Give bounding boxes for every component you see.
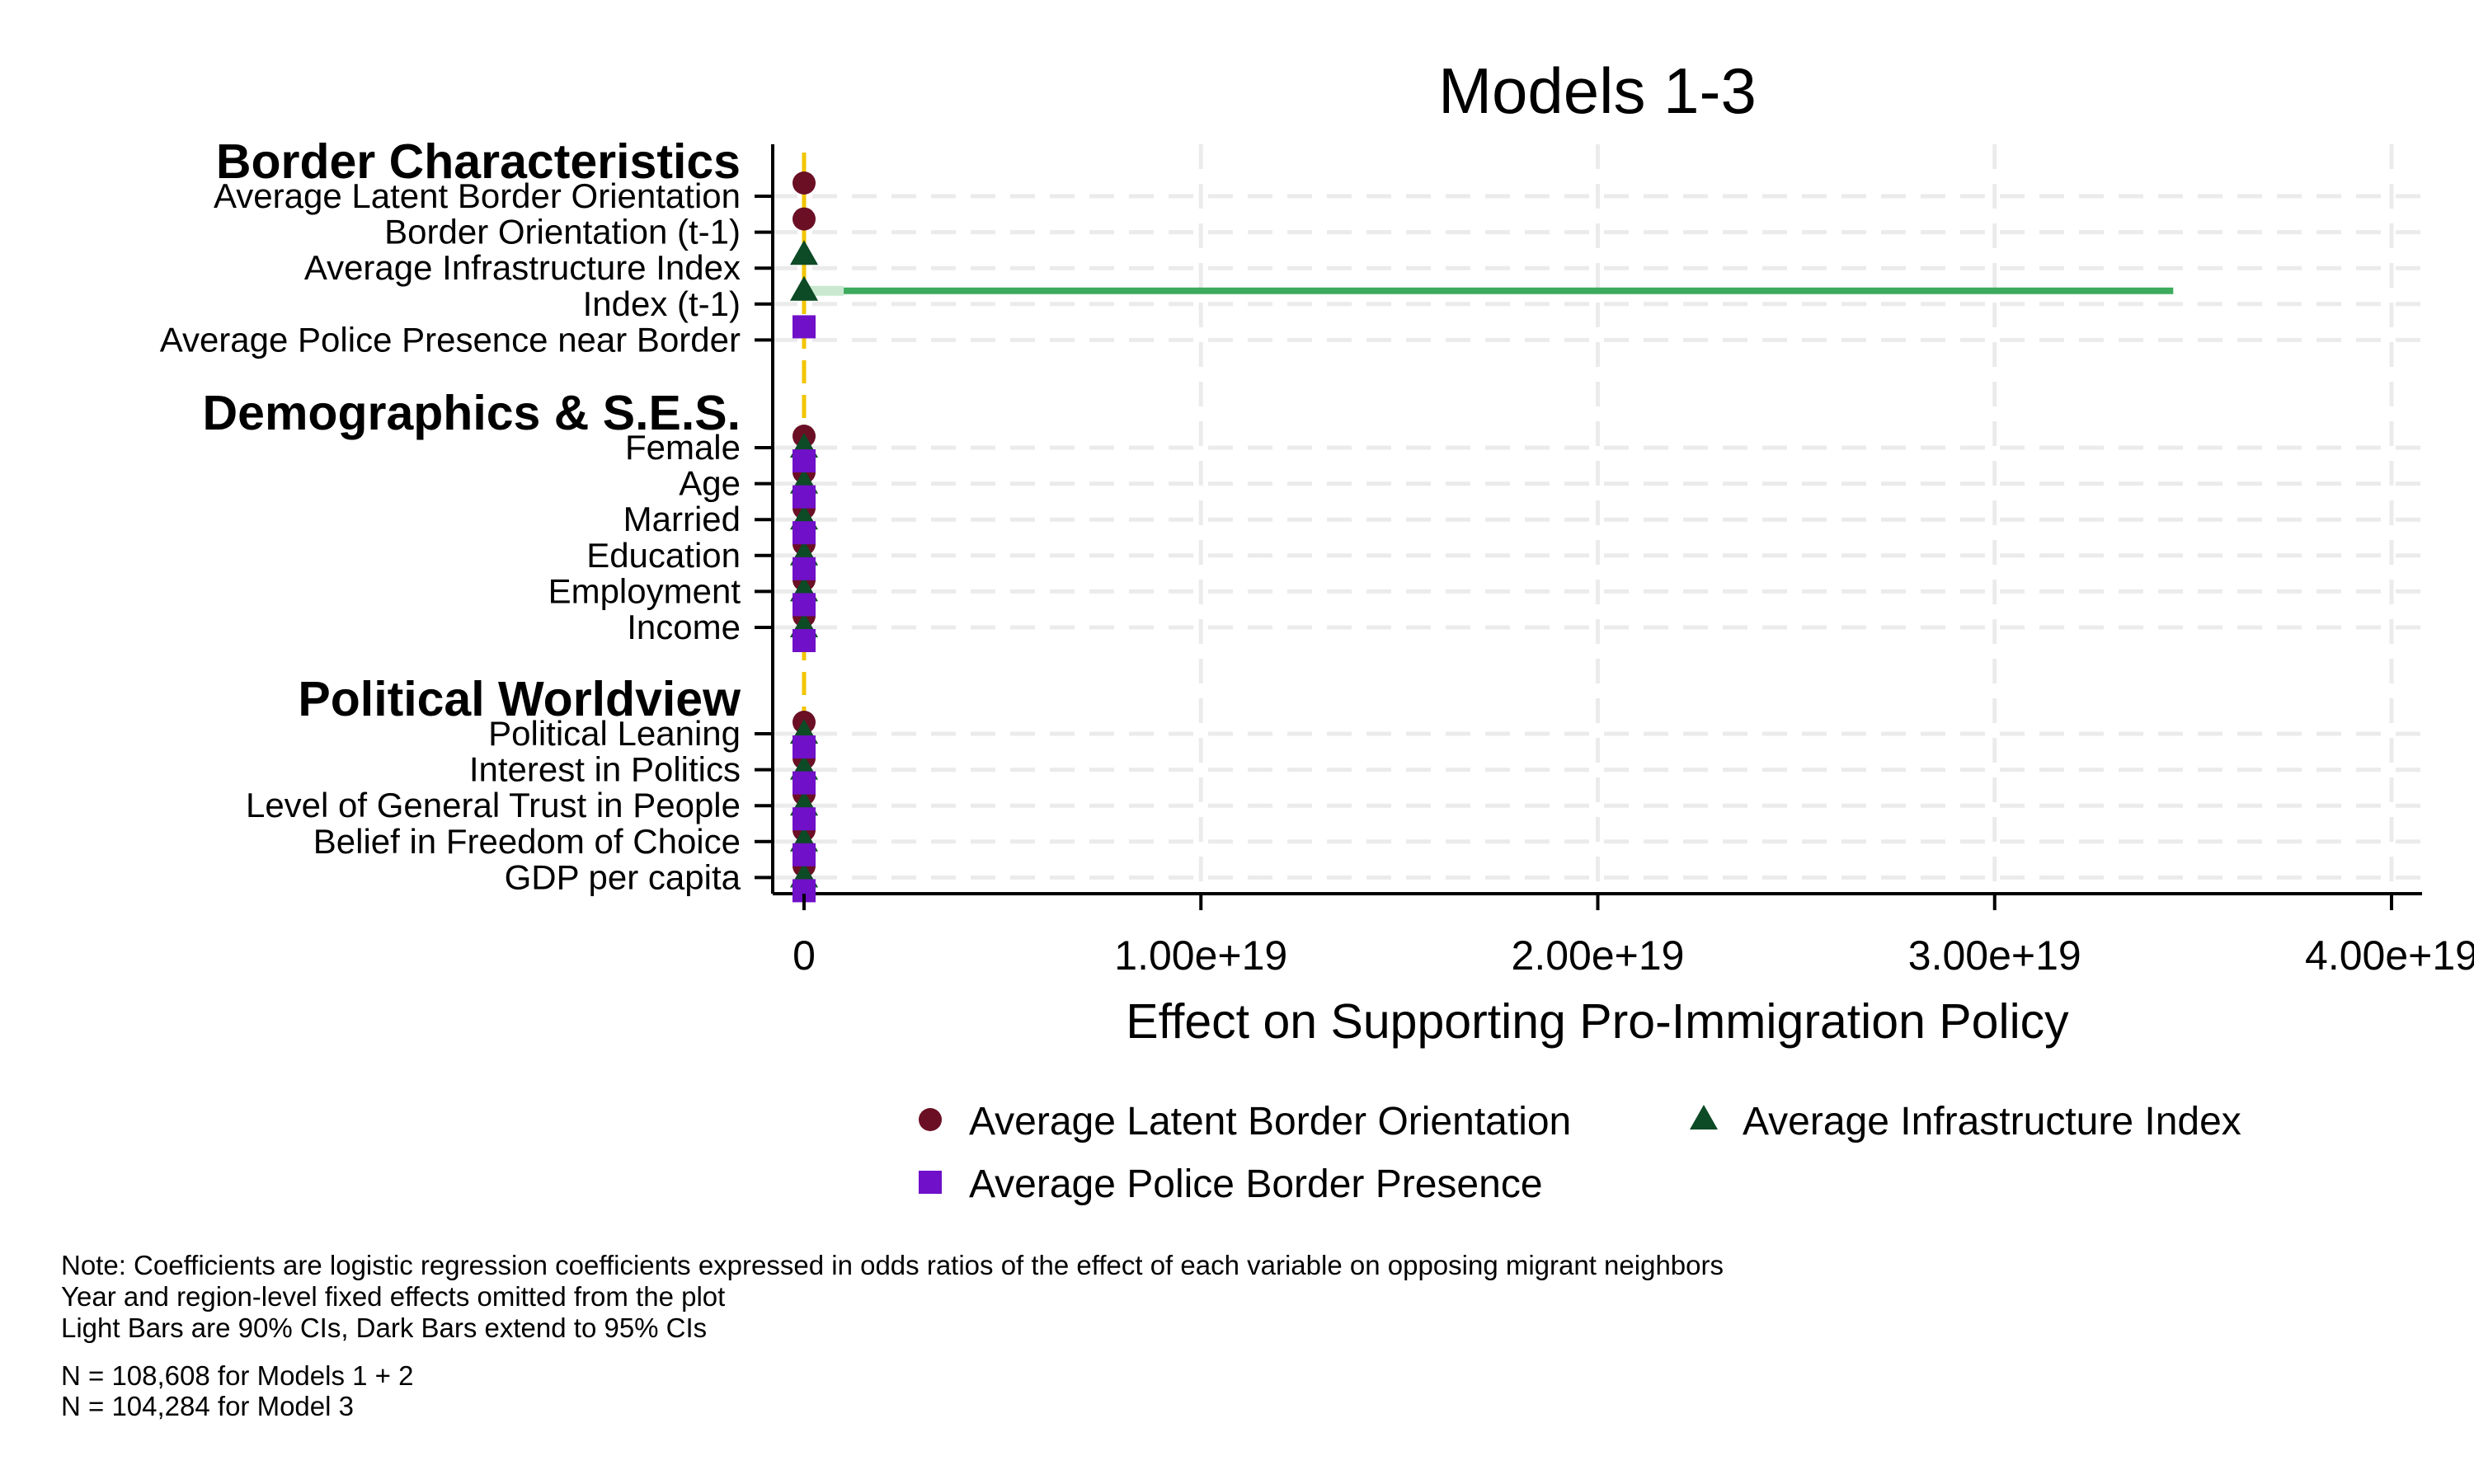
marker-average-police-border-presence-interest-in-politics <box>793 772 816 795</box>
marker-average-police-border-presence-level-of-general-trust-in-people <box>793 807 816 830</box>
legend-marker-average-police-border-presence <box>919 1171 942 1194</box>
note-line-2: Year and region-level fixed effects omit… <box>61 1281 725 1312</box>
notes: Note: Coefficients are logistic regressi… <box>61 1250 1724 1421</box>
marker-average-police-border-presence-employment <box>793 593 816 616</box>
chart-title: Models 1-3 <box>1438 54 1757 127</box>
note-line-1: Note: Coefficients are logistic regressi… <box>61 1250 1724 1280</box>
y-label-political-leaning: Political Leaning <box>488 714 741 753</box>
note-line-5: N = 104,284 for Model 3 <box>61 1391 354 1421</box>
marker-average-police-border-presence-income <box>793 629 816 652</box>
marker-average-police-border-presence-average-police-presence-near-border <box>793 315 816 338</box>
y-label-belief-in-freedom-of-choice: Belief in Freedom of Choice <box>313 822 741 861</box>
x-tick-label-1: 1.00e+19 <box>1114 932 1287 979</box>
y-label-female: Female <box>625 428 741 467</box>
legend-label-average-infrastructure-index: Average Infrastructure Index <box>1743 1100 2241 1144</box>
marker-average-police-border-presence-belief-in-freedom-of-choice <box>793 843 816 866</box>
legend-label-average-latent-border-orientation: Average Latent Border Orientation <box>969 1100 1571 1144</box>
y-label-border-orientation-t-1: Border Orientation (t-1) <box>384 213 741 251</box>
y-label-average-police-presence-near-border: Average Police Presence near Border <box>160 320 741 359</box>
marker-average-infrastructure-index-average-infrastructure-index <box>790 240 818 265</box>
y-label-married: Married <box>623 500 741 538</box>
legend: Average Latent Border Orientation Average… <box>919 1100 2241 1206</box>
x-tick-label-3: 3.00e+19 <box>1908 932 2081 979</box>
y-label-gdp-per-capita: GDP per capita <box>505 857 741 896</box>
x-tick-label-2: 2.00e+19 <box>1512 932 1685 979</box>
grid-lines <box>773 144 2422 894</box>
marker-average-police-border-presence-political-leaning <box>793 735 816 758</box>
y-label-income: Income <box>627 608 741 646</box>
marker-average-police-border-presence-education <box>793 557 816 580</box>
y-label-level-of-general-trust-in-people: Level of General Trust in People <box>246 786 741 824</box>
y-label-interest-in-politics: Interest in Politics <box>469 750 741 789</box>
x-axis-title: Effect on Supporting Pro-Immigration Pol… <box>1126 994 2069 1049</box>
note-line-4: N = 108,608 for Models 1 + 2 <box>61 1360 413 1391</box>
legend-label-average-police-border-presence: Average Police Border Presence <box>969 1162 1543 1206</box>
marker-average-police-border-presence-married <box>793 521 816 544</box>
marker-average-police-border-presence-female <box>793 449 816 472</box>
marker-average-police-border-presence-age <box>793 486 816 509</box>
y-label-age: Age <box>679 464 741 503</box>
point-markers <box>790 171 818 902</box>
x-axis-ticks: 0 1.00e+19 2.00e+19 3.00e+19 4.00e+19 <box>793 894 2474 979</box>
y-label-average-latent-border-orientation: Average Latent Border Orientation <box>214 176 741 215</box>
y-label-average-infrastructure-index: Average Infrastructure Index <box>304 248 741 287</box>
legend-marker-average-latent-border-orientation <box>919 1108 942 1131</box>
y-label-employment: Employment <box>548 571 741 610</box>
legend-marker-average-infrastructure-index <box>1690 1105 1718 1129</box>
y-label-education: Education <box>586 536 741 575</box>
x-tick-label-4: 4.00e+19 <box>2305 932 2474 979</box>
y-label-index-t-1: Index (t-1) <box>583 284 741 323</box>
marker-average-latent-border-orientation-average-latent-border-orientation <box>793 171 816 195</box>
x-tick-label-0: 0 <box>793 932 816 979</box>
note-line-3: Light Bars are 90% CIs, Dark Bars extend… <box>61 1313 707 1343</box>
marker-average-latent-border-orientation-border-orientation-t-1 <box>793 208 816 231</box>
